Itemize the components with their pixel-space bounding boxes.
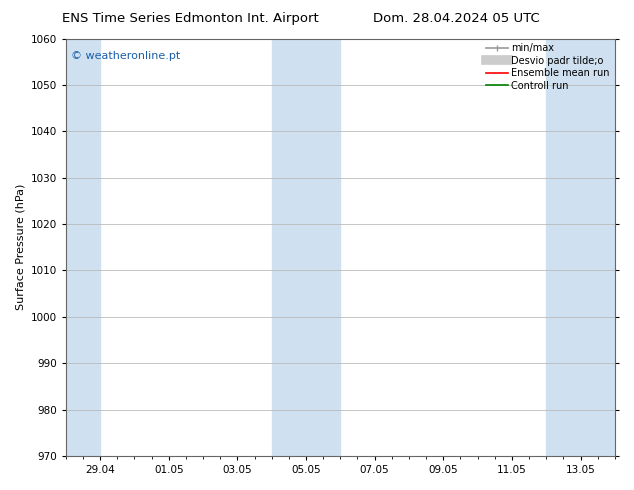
Bar [547,39,615,456]
Y-axis label: Surface Pressure (hPa): Surface Pressure (hPa) [15,184,25,311]
Bar [272,39,340,456]
Legend: min/max, Desvio padr tilde;o, Ensemble mean run, Controll run: min/max, Desvio padr tilde;o, Ensemble m… [484,42,612,93]
Text: ENS Time Series Edmonton Int. Airport: ENS Time Series Edmonton Int. Airport [62,12,318,25]
Text: Dom. 28.04.2024 05 UTC: Dom. 28.04.2024 05 UTC [373,12,540,25]
Bar [66,39,100,456]
Text: © weatheronline.pt: © weatheronline.pt [71,51,181,61]
